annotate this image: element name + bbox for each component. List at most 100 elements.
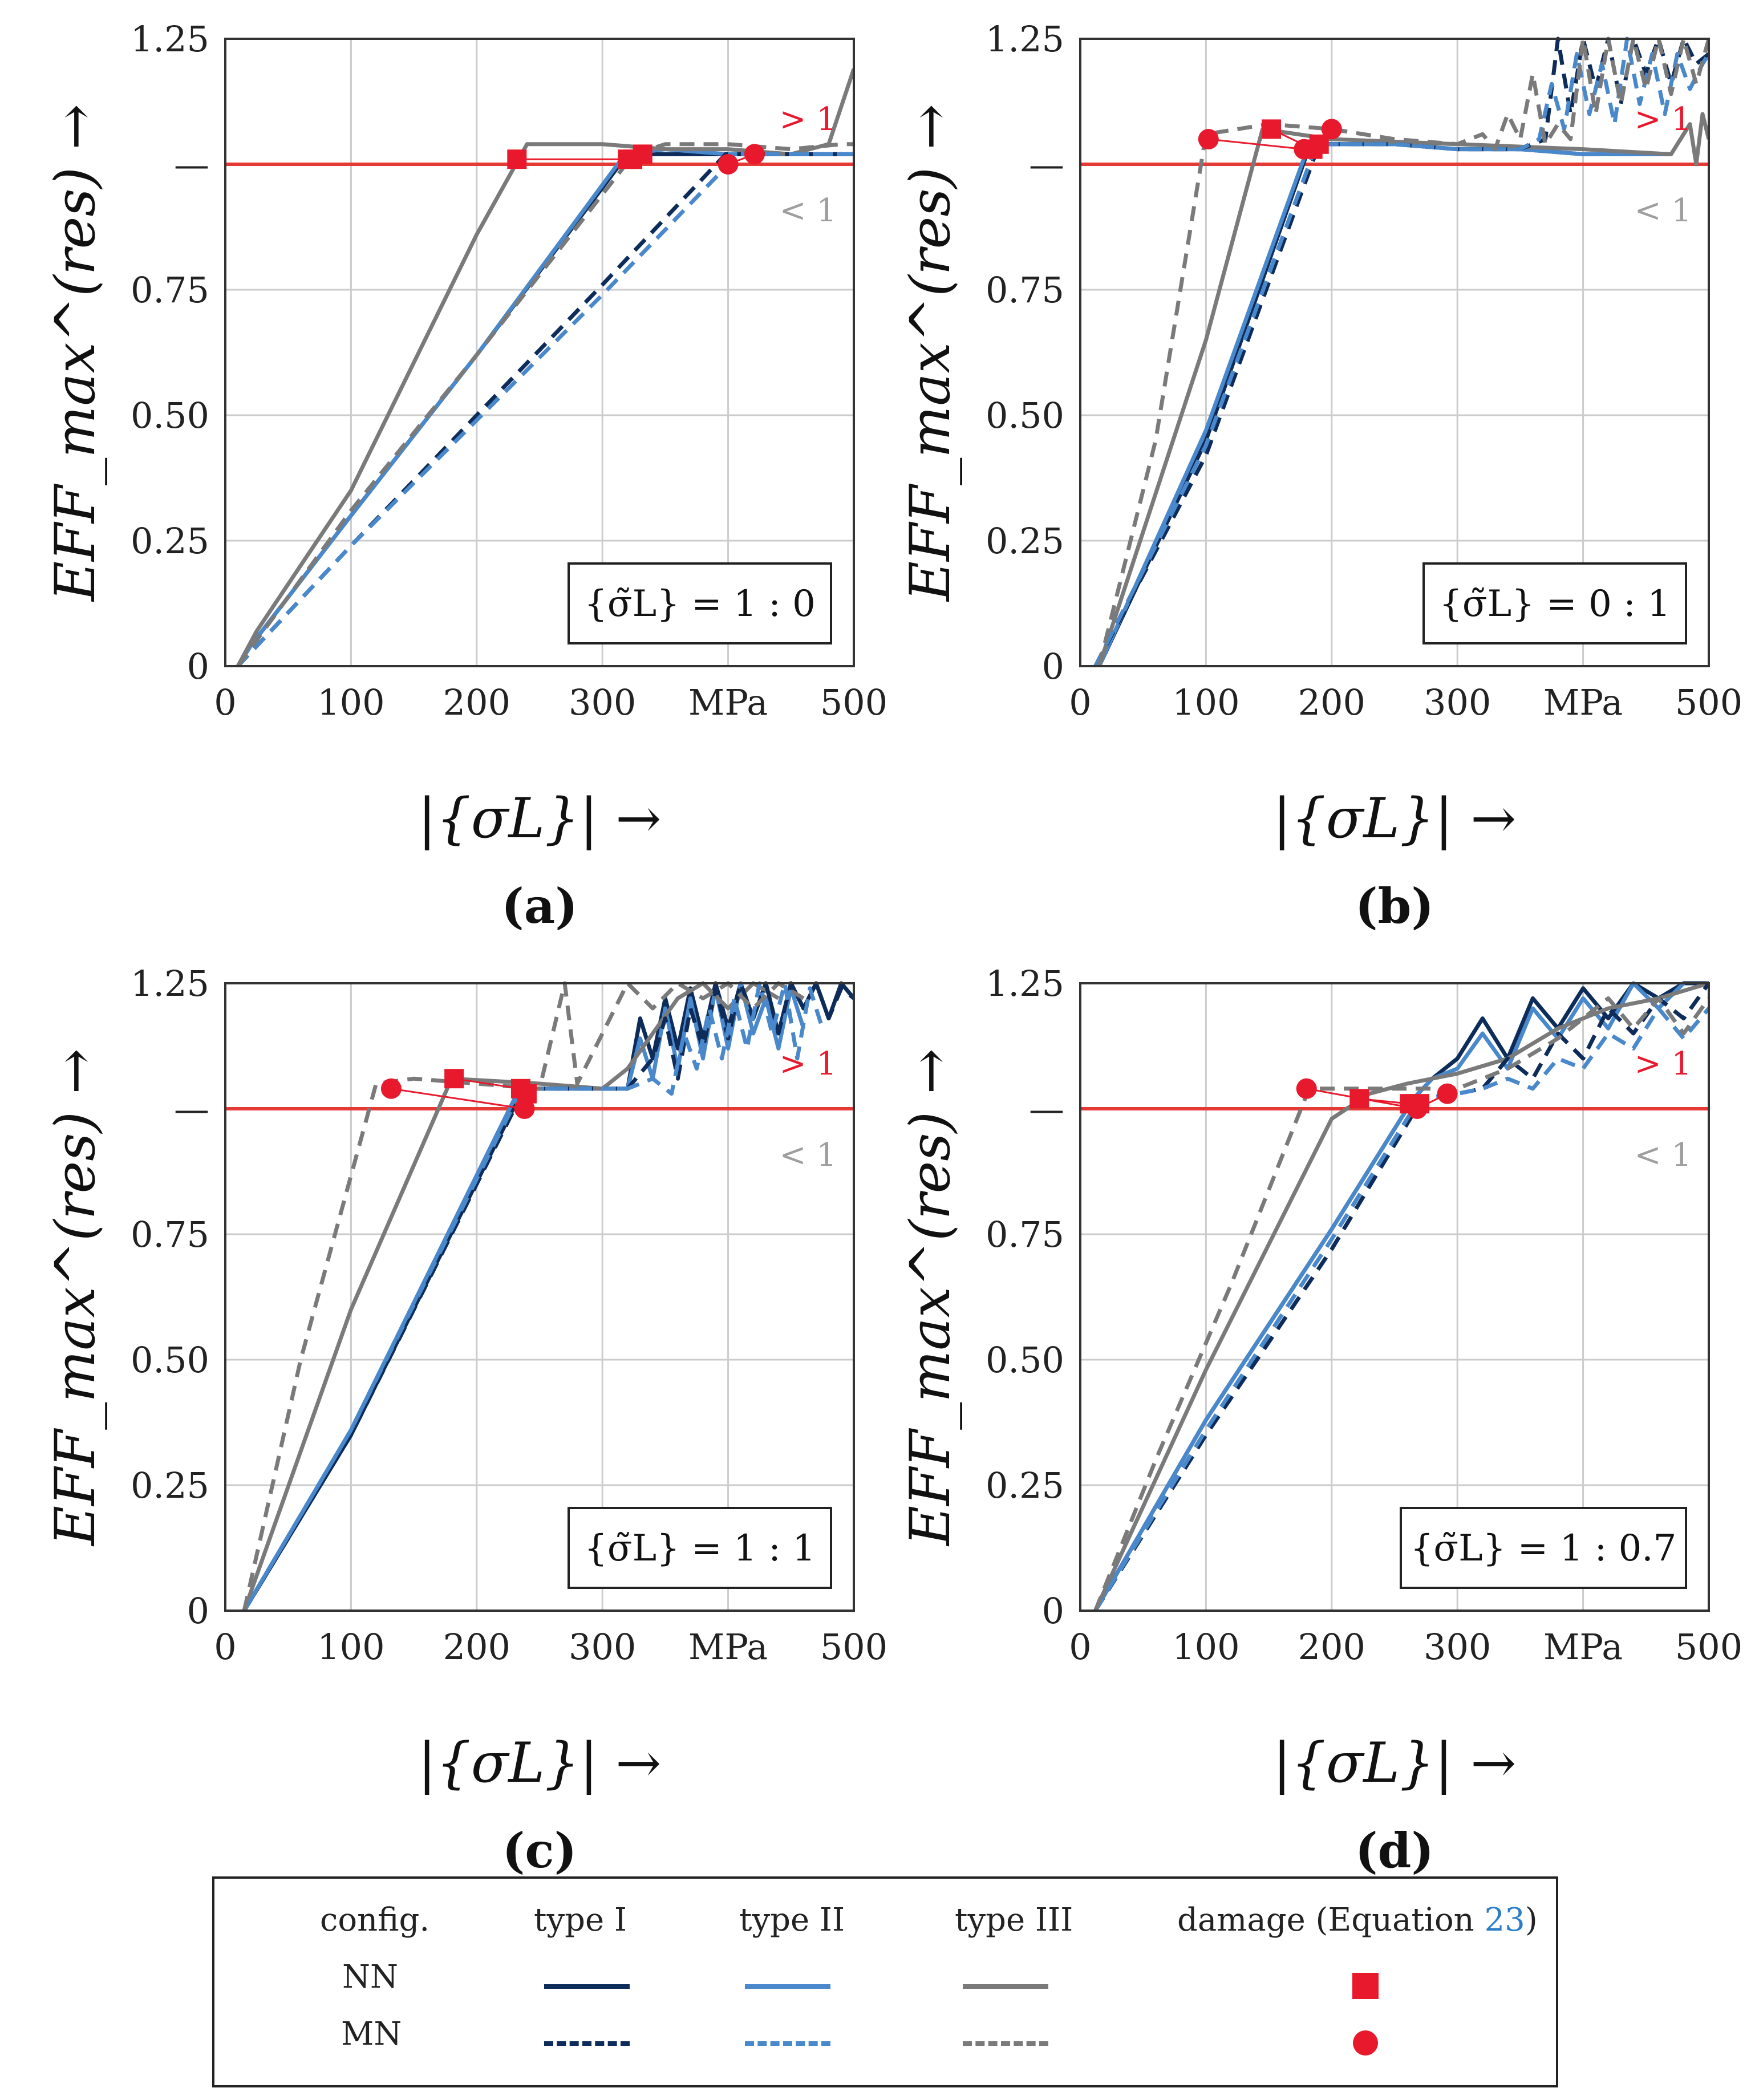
damage-mn-connector: [391, 1088, 525, 1110]
x-tick-label: MPa: [1543, 682, 1623, 723]
ratio-box: [1400, 1507, 1687, 1589]
legend-damage-close: ): [1525, 1902, 1538, 1939]
damage-circle-marker: [1294, 139, 1315, 160]
y-tick-label: 0.25: [131, 1465, 209, 1506]
y-tick-label: 0: [187, 1590, 209, 1632]
damage-square-marker: [1349, 1089, 1369, 1109]
damage-circle-marker: [1198, 129, 1219, 149]
y-axis-label: EFF_max^(res) →: [43, 1048, 107, 1547]
y-tick-label: 0: [1042, 646, 1064, 687]
y-tick-label: 0.75: [131, 269, 209, 311]
x-tick-label: 100: [1172, 1626, 1239, 1668]
x-tick-label: 0: [1069, 682, 1091, 723]
plot-area: [1080, 981, 1709, 1611]
x-tick-label: 300: [1424, 1626, 1491, 1668]
legend-equation-link[interactable]: 23: [1484, 1902, 1525, 1939]
y-tick-label: —: [1029, 144, 1064, 185]
x-tick-label: 200: [1298, 682, 1365, 723]
x-tick-label: 500: [1675, 1626, 1742, 1668]
ratio-label: {σ̃L} = 0 : 1: [1439, 583, 1671, 625]
x-tick-label: MPa: [688, 682, 768, 723]
x-tick-label: 0: [1069, 1626, 1091, 1668]
y-tick-label: 0: [187, 646, 209, 687]
panel-c: > 1 < 1 0 0.25 0.50 0.75 — 1.25 0 100 200 300 MPa 500…: [43, 963, 887, 1879]
y-tick-label: 1.25: [986, 18, 1064, 60]
x-tick-label: 100: [317, 682, 384, 723]
x-tick-label: 300: [569, 682, 636, 723]
x-axis-label: |{σL}| →: [1272, 1731, 1516, 1795]
above-threshold-label: > 1: [1635, 101, 1692, 138]
legend: config. type I type II type III damage (…: [212, 1876, 1558, 2087]
below-threshold-label: < 1: [1635, 192, 1692, 229]
ratio-box: [568, 1507, 832, 1589]
y-tick-label: —: [1029, 1088, 1064, 1130]
plot-frame: [1079, 982, 1710, 1612]
y-tick-label: 0: [1042, 1590, 1064, 1632]
x-tick-label: 200: [1298, 1626, 1365, 1668]
y-tick-label: 0.25: [131, 520, 209, 562]
x-tick-label: 200: [443, 1626, 510, 1668]
legend-row-nn: NN: [342, 1959, 398, 1996]
series-mn-type-ii: [1093, 37, 1709, 666]
damage-square-marker: [444, 1069, 464, 1089]
y-tick-label: 0.50: [986, 395, 1064, 436]
below-threshold-label: < 1: [1635, 1137, 1692, 1174]
below-threshold-label: < 1: [780, 192, 837, 229]
plot-frame: [224, 38, 855, 667]
ratio-label: {σ̃L} = 1 : 1: [584, 1527, 816, 1570]
legend-swatch-nn-type-ii: [745, 1984, 830, 1989]
plot-area: [225, 68, 854, 666]
above-threshold-label: > 1: [780, 101, 837, 138]
y-tick-label: —: [174, 144, 209, 185]
ratio-label: {σ̃L} = 1 : 0: [584, 583, 816, 625]
damage-circle-marker: [1407, 1098, 1428, 1119]
series-nn-type-iii: [1093, 981, 1709, 1611]
panel-b: > 1 < 1 0 0.25 0.50 0.75 — 1.25 0 100 200 300 MPa 500…: [898, 18, 1742, 934]
damage-circle-marker: [514, 1098, 535, 1119]
legend-header-config: config.: [320, 1902, 430, 1939]
y-tick-label: 0.75: [986, 269, 1064, 311]
series-mn-type-iii: [236, 142, 854, 666]
x-tick-label: 500: [820, 1626, 887, 1668]
legend-row-mn: MN: [341, 2016, 402, 2053]
damage-circle-marker: [718, 154, 739, 175]
damage-square-marker: [507, 149, 527, 169]
y-tick-label: 0.25: [986, 520, 1064, 562]
damage-square-marker: [1262, 119, 1282, 139]
legend-header-type-ii: type II: [739, 1902, 845, 1939]
x-tick-label: 200: [443, 682, 510, 723]
series-mn-type-ii: [1093, 1006, 1709, 1611]
series-mn-type-iii: [1093, 996, 1709, 1611]
x-tick-label: 0: [214, 682, 236, 723]
legend-damage-circle: [1353, 2030, 1378, 2056]
x-tick-label: MPa: [1543, 1626, 1623, 1668]
x-tick-label: MPa: [688, 1626, 768, 1668]
y-tick-label: 0.50: [131, 395, 209, 436]
series-nn-type-iii: [1097, 112, 1709, 666]
x-axis-label: |{σL}| →: [418, 1731, 661, 1795]
y-axis-label: EFF_max^(res) →: [898, 1048, 962, 1547]
damage-circle-marker: [1296, 1078, 1317, 1099]
legend-swatch-mn-type-iii: [963, 2041, 1048, 2046]
panel-d: > 1 < 1 0 0.25 0.50 0.75 — 1.25 0 100 200 300 MPa 500…: [898, 963, 1742, 1879]
below-threshold-label: < 1: [780, 1137, 837, 1174]
x-tick-label: 500: [820, 682, 887, 723]
legend-header-type-iii: type III: [955, 1902, 1073, 1939]
y-axis-label: EFF_max^(res) →: [43, 104, 107, 602]
panel-label: (c): [502, 1822, 577, 1879]
ratio-box: [1422, 562, 1687, 644]
plot-frame: [1079, 38, 1710, 667]
y-tick-label: 0.75: [131, 1214, 209, 1255]
y-tick-label: 1.25: [131, 18, 209, 60]
damage-circle-marker: [380, 1078, 402, 1099]
damage-circle-marker: [1437, 1083, 1458, 1104]
x-tick-label: 100: [317, 1626, 384, 1668]
x-tick-label: 300: [569, 1626, 636, 1668]
y-tick-label: 0.25: [986, 1465, 1064, 1506]
legend-swatch-nn-type-iii: [963, 1984, 1048, 1989]
y-tick-label: 1.25: [986, 963, 1064, 1004]
legend-swatch-mn-type-i: [544, 2041, 630, 2046]
series-mn-type-ii: [242, 981, 825, 1611]
panel-label: (d): [1355, 1822, 1434, 1879]
